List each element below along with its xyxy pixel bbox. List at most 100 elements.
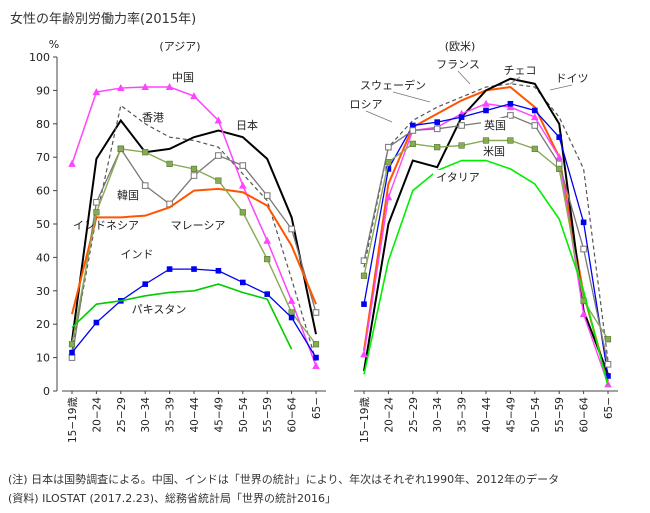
series-label: パキスタン	[132, 303, 187, 316]
x-tick-label: 65−	[603, 397, 615, 419]
data-point	[483, 107, 489, 114]
data-point	[141, 83, 149, 91]
series-line	[71, 104, 317, 362]
data-point	[580, 245, 587, 253]
data-point	[191, 266, 197, 272]
data-point	[239, 162, 247, 169]
data-point	[507, 137, 514, 144]
data-point	[604, 336, 612, 343]
data-point	[214, 116, 223, 124]
data-point	[287, 296, 296, 304]
series-イタリア: イタリア	[363, 159, 609, 387]
data-point	[555, 153, 563, 161]
chart-title: 女性の年齢別労働力率(2015年)	[10, 12, 197, 27]
x-tick-label: 35−39	[457, 397, 469, 433]
series-line	[363, 83, 609, 362]
data-point	[361, 301, 367, 307]
data-point	[68, 354, 76, 361]
data-point	[68, 341, 76, 348]
series-label-bg	[481, 118, 509, 133]
data-point	[579, 310, 588, 318]
data-point	[384, 193, 393, 201]
x-tick-label: 30−34	[432, 397, 444, 433]
label-leader	[392, 91, 431, 103]
series-中国: 中国	[68, 71, 320, 369]
data-point	[166, 160, 173, 167]
data-point	[580, 219, 587, 226]
label-leader	[549, 84, 573, 91]
data-point	[239, 209, 246, 216]
x-tick-label: 45−49	[213, 397, 225, 433]
x-tick-label: 45−49	[505, 397, 517, 433]
data-point	[117, 84, 125, 92]
x-tick-label: 60−64	[579, 397, 591, 433]
data-point	[507, 100, 514, 107]
panel-label: (アジア)	[159, 40, 200, 53]
data-point	[165, 83, 174, 91]
series-label: マレーシア	[171, 219, 226, 232]
data-point	[385, 159, 392, 166]
series-香港: 香港	[71, 104, 317, 362]
x-tick-label: 50−54	[238, 397, 250, 433]
data-point	[410, 122, 416, 129]
series-line	[71, 283, 293, 350]
x-tick-label: 55−59	[262, 397, 274, 433]
data-point	[433, 125, 441, 133]
data-point	[507, 112, 514, 119]
panel-label: (欧米)	[445, 40, 476, 53]
series-label: 英国	[484, 118, 506, 132]
x-tick-label: 15−19歳	[359, 397, 371, 444]
data-point	[312, 341, 320, 348]
y-axis-label: %	[49, 38, 59, 51]
series-米国: 米国	[360, 137, 612, 343]
series-パキスタン: パキスタン	[71, 283, 293, 350]
series-label-bg	[433, 170, 483, 185]
data-point	[288, 314, 295, 321]
y-tick-label: 0	[43, 385, 50, 398]
y-axis: 0 10 20 30 40 50 60 70 80 90 100%	[29, 38, 59, 398]
data-point	[239, 181, 247, 189]
data-point	[92, 88, 101, 96]
x-tick-label: 40−44	[189, 397, 201, 433]
data-point	[531, 145, 538, 152]
data-point	[434, 144, 441, 151]
series-line	[363, 77, 609, 375]
series-label: チェコ	[504, 64, 537, 77]
label-leader	[365, 110, 393, 123]
data-point	[215, 267, 222, 274]
data-point	[458, 114, 465, 120]
data-point	[93, 209, 100, 216]
y-tick-label: 20	[36, 318, 50, 331]
data-point	[190, 172, 198, 179]
x-tick-label: 60−64	[287, 397, 299, 433]
data-point	[556, 165, 563, 172]
data-point	[409, 127, 417, 134]
data-point	[263, 236, 271, 244]
x-tick-label: 65−	[311, 397, 323, 419]
series-ロシア: ロシア	[350, 98, 611, 379]
series-インド: インド	[69, 248, 319, 361]
data-point	[142, 149, 149, 156]
series-マレーシア: マレーシア	[68, 145, 320, 348]
data-point	[531, 113, 539, 121]
x-tick-label: 20−24	[383, 397, 395, 433]
y-tick-label: 40	[36, 251, 50, 264]
series-label: 日本	[236, 118, 258, 132]
data-point	[458, 142, 465, 149]
series-label: 韓国	[117, 189, 139, 202]
data-point	[409, 140, 416, 147]
data-point	[556, 134, 562, 140]
x-tick-label: 25−29	[116, 397, 128, 433]
data-point	[312, 309, 320, 316]
data-point	[93, 319, 100, 326]
series-label: ドイツ	[556, 72, 589, 85]
data-point	[531, 122, 539, 129]
series-label: インド	[121, 248, 154, 261]
data-point	[215, 152, 222, 159]
series-label: 米国	[483, 145, 505, 158]
data-point	[69, 349, 75, 356]
series-label: ロシア	[350, 98, 383, 111]
y-tick-label: 50	[36, 218, 50, 231]
series-line	[71, 268, 317, 358]
